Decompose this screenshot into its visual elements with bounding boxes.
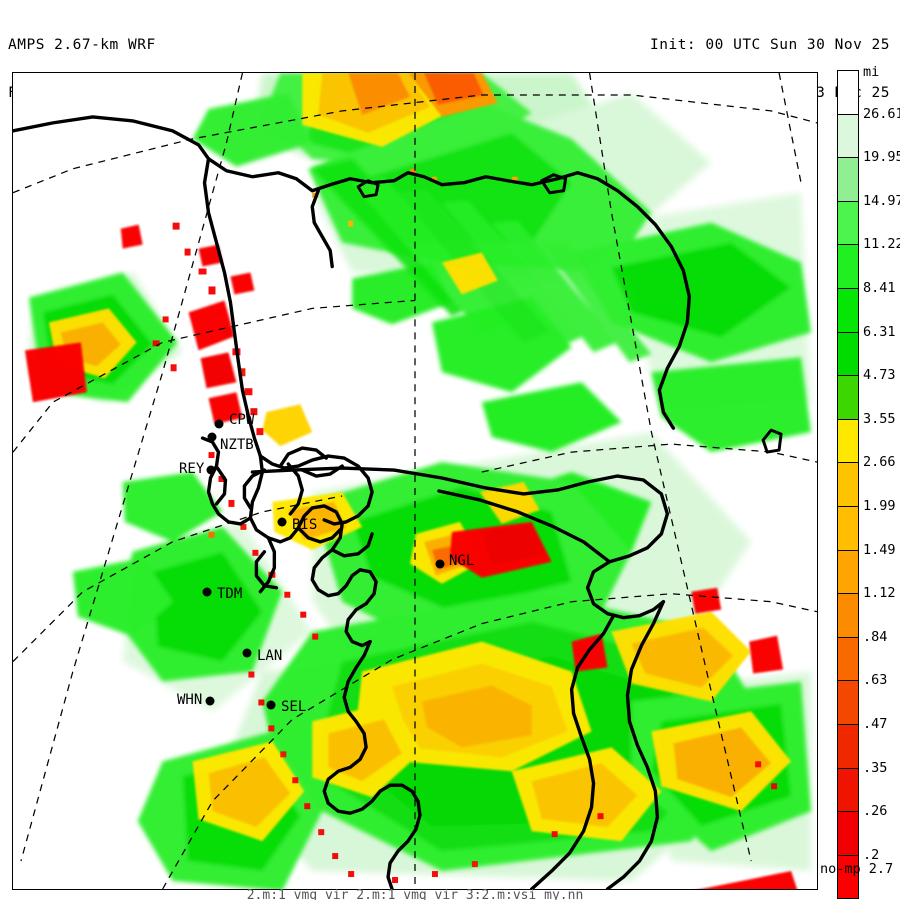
colorbar-band-15[interactable] [837,723,859,769]
colorbar-band-11[interactable] [837,549,859,595]
map-canvas [13,73,817,889]
colorbar-tick-1.49: 1.49 [863,541,896,558]
coastline-inland [250,466,670,889]
colorbar-band-9[interactable] [837,462,859,507]
colorbar-tick-4.73: 4.73 [863,367,896,384]
colorbar-tick-.47: .47 [863,716,888,732]
graticule [13,73,817,889]
colorbar-tick-11.22: 11.22 [863,236,900,253]
colorbar-band-8[interactable] [837,418,859,464]
colorbar-tick-.2: .2 [863,846,880,863]
colorbar-band-4[interactable] [837,244,859,289]
colorbar-band-14[interactable] [837,680,859,725]
coast-detail [356,173,783,454]
colorbar-band-17[interactable] [837,811,859,856]
colorbar-band-10[interactable] [837,505,859,551]
colorbar-tick-26.61: 26.61 [863,105,900,122]
colorbar-units: mi [863,64,880,80]
colorbar-tick-8.41: 8.41 [863,280,896,296]
init-time: Init: 00 UTC Sun 30 Nov 25 [650,37,890,53]
colorbar-band-1[interactable] [837,113,859,159]
colorbar[interactable]: 26.61 19.95 14.97 11.22 8.41 6.31 4.73 3.55 2.66… [837,70,900,900]
colorbar-band-12[interactable] [837,593,859,638]
colorbar-band-2[interactable] [837,157,859,202]
colorbar-tick-2.66: 2.66 [863,454,896,471]
colorbar-tick-19.95: 19.95 [863,149,900,166]
colorbar-band-7[interactable] [837,375,859,420]
colorbar-tick-3.55: 3.55 [863,410,896,427]
colorbar-band-5[interactable] [837,287,859,333]
colorbar-tick-6.31: 6.31 [863,323,896,340]
colorbar-tick-.26: .26 [863,803,888,820]
colorbar-tick-1.12: 1.12 [863,585,896,602]
coastline [13,115,692,889]
colorbar-tick-.84: .84 [863,628,888,645]
colorbar-band-13[interactable] [837,636,859,682]
colorbar-band-0[interactable] [837,70,859,115]
bottom-caption: 2.m:1 vmg_vir 2.m:1 vmg_vir 3:2.m:vsi_my… [246,888,584,900]
colorbar-tick-1.99: 1.99 [863,498,896,514]
colorbar-band-18[interactable] [837,854,859,900]
colorbar-tick-.35: .35 [863,759,888,776]
model-title: AMPS 2.67-km WRF [8,37,156,53]
map-frame[interactable]: CPW NZTB REY BIS NGL TDM LAN WHN SEL [12,72,818,890]
colorbar-band-16[interactable] [837,767,859,813]
colorbar-footer-label: no-mp 2.7 [820,861,894,877]
colorbar-band-6[interactable] [837,331,859,377]
colorbar-band-3[interactable] [837,200,859,246]
visibility-field [13,73,817,889]
colorbar-tick-14.97: 14.97 [863,192,900,209]
colorbar-tick-.63: .63 [863,672,888,689]
